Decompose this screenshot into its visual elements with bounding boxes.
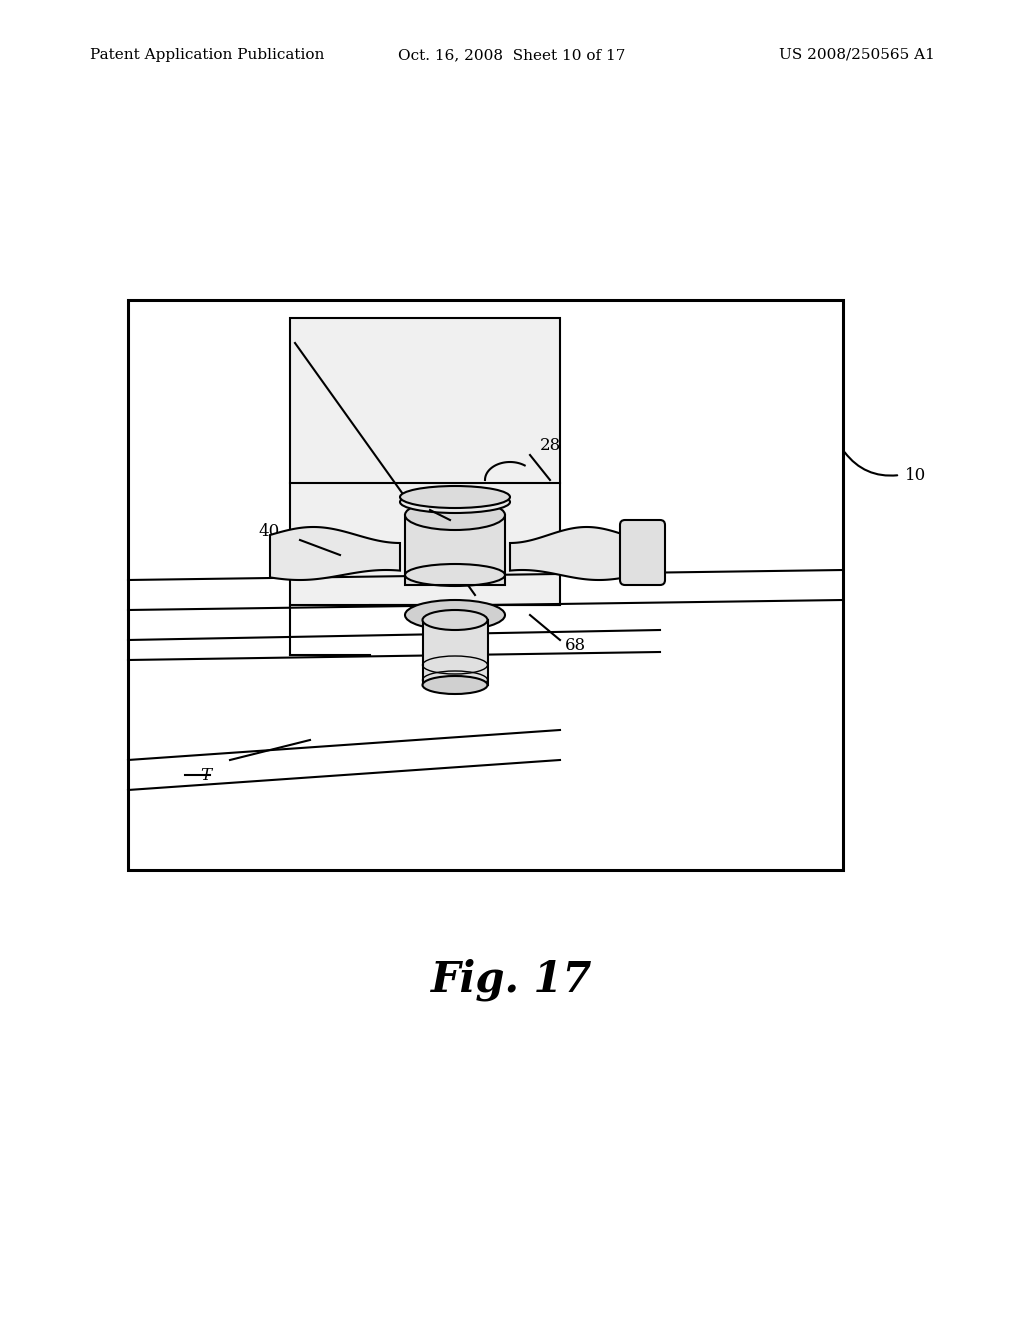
Text: T: T (200, 767, 211, 784)
Ellipse shape (406, 500, 505, 531)
Text: Oct. 16, 2008  Sheet 10 of 17: Oct. 16, 2008 Sheet 10 of 17 (398, 48, 626, 62)
Ellipse shape (400, 491, 510, 513)
Ellipse shape (406, 601, 505, 630)
Bar (128, 300, 843, 870)
Bar (423, 620, 488, 685)
Text: Fig. 17: Fig. 17 (431, 958, 593, 1002)
Text: 60: 60 (408, 502, 429, 519)
Polygon shape (510, 527, 625, 579)
Polygon shape (270, 527, 400, 579)
Ellipse shape (423, 676, 487, 694)
Text: US 2008/250565 A1: US 2008/250565 A1 (779, 48, 935, 62)
Ellipse shape (423, 610, 487, 630)
Text: 10: 10 (905, 466, 927, 483)
Text: 40: 40 (258, 524, 280, 540)
FancyBboxPatch shape (620, 520, 665, 585)
Text: Patent Application Publication: Patent Application Publication (90, 48, 325, 62)
Bar (290, 318, 560, 605)
Bar (406, 515, 505, 585)
Text: 68: 68 (565, 636, 586, 653)
Ellipse shape (400, 486, 510, 508)
Text: 28: 28 (540, 437, 561, 454)
